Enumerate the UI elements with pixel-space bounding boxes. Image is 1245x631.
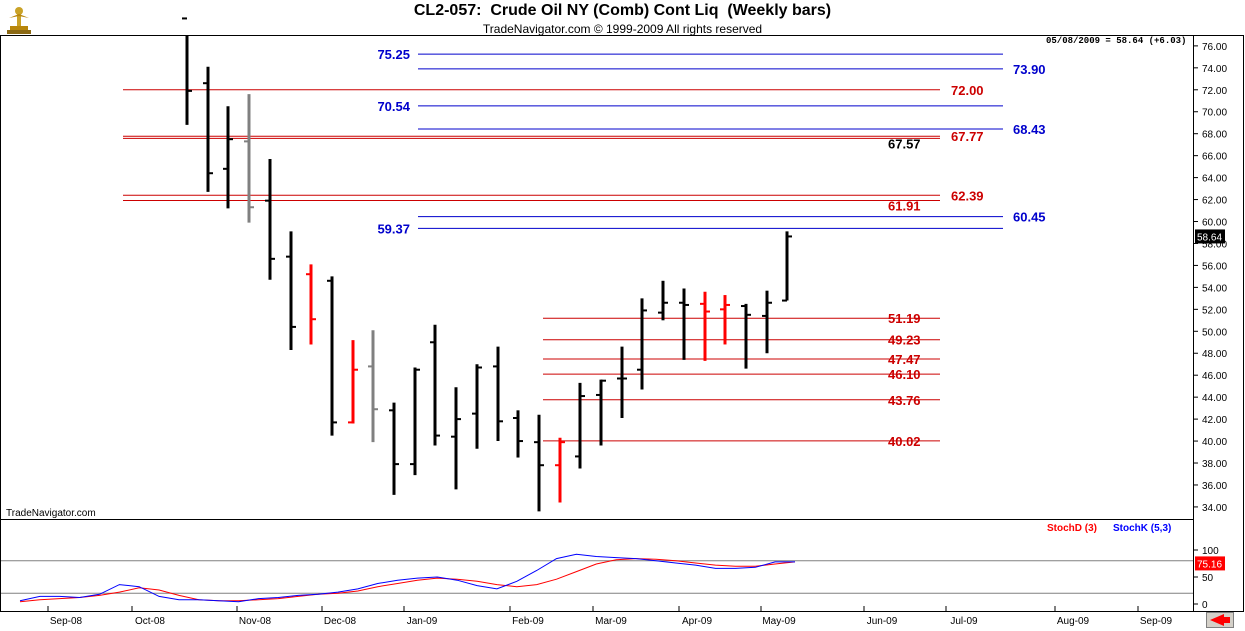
fib-label: 68.43: [1013, 122, 1046, 137]
last-price-label: 58.64: [1197, 232, 1222, 243]
fib-label: 67.77: [951, 129, 984, 144]
stoch-tick-label: 50: [1202, 573, 1214, 584]
y-tick-label: 34.00: [1202, 503, 1227, 514]
time-axis: Sep-08 Oct-08 Nov-08 Dec-08 Jan-09 Feb-09 Mar-…: [47, 606, 1173, 627]
watermark: TradeNavigator.com: [6, 508, 96, 519]
y-tick-label: 52.00: [1202, 305, 1227, 316]
stoch-value-tag: [1195, 556, 1225, 571]
y-tick-label: 42.00: [1202, 415, 1227, 426]
stoch-legend-label: StochK (5,3): [1113, 523, 1171, 534]
y-tick-label: 46.00: [1202, 371, 1227, 382]
fib-label: 62.39: [951, 188, 984, 203]
price-axis: 34.00 36.00 38.00 40.00 42.00 44.00 46.00 48.00…: [1193, 42, 1227, 514]
as-of-price: 05/08/2009 = 58.64 (+6.03): [1046, 36, 1187, 46]
tradenavigator-logo-icon: [7, 7, 31, 34]
fib-label: 49.23: [888, 333, 921, 348]
last-price-tag: [1195, 229, 1225, 244]
chart-frame: [0, 35, 1244, 612]
y-tick-label: 70.00: [1202, 108, 1227, 119]
fib-label: 75.25: [377, 47, 410, 62]
x-tick-label: Apr-09: [682, 616, 712, 627]
price-bars: [182, 17, 1225, 512]
fib-label: 40.02: [888, 434, 921, 449]
y-tick-label: 58.00: [1202, 239, 1227, 250]
stoch-legend-label: StochD (3): [1047, 523, 1097, 534]
stoch-series-line: [19, 558, 796, 603]
x-tick-label: Nov-08: [239, 616, 272, 627]
stoch-value-label: 75.16: [1197, 559, 1222, 570]
stochastic-panel: 0 50 100 StochD (3) StochK (5,3) 75.16: [1, 523, 1225, 611]
fib-label: 59.37: [377, 221, 410, 236]
y-tick-label: 48.00: [1202, 349, 1227, 360]
x-tick-label: Oct-08: [135, 616, 165, 627]
y-tick-label: 54.00: [1202, 283, 1227, 294]
x-tick-label: Jan-09: [407, 616, 438, 627]
x-tick-label: Jul-09: [950, 616, 978, 627]
x-tick-label: Sep-09: [1140, 616, 1173, 627]
y-tick-label: 40.00: [1202, 437, 1227, 448]
y-tick-label: 68.00: [1202, 130, 1227, 141]
scroll-right-arrow-icon[interactable]: [1206, 612, 1234, 628]
x-tick-label: Jun-09: [867, 616, 898, 627]
y-tick-label: 74.00: [1202, 64, 1227, 75]
y-tick-label: 76.00: [1202, 42, 1227, 53]
fib-label: 60.45: [1013, 210, 1046, 225]
fib-levels: 75.25 73.90 72.00 70.54 68.43 67.77 67.57 62.39…: [123, 47, 1046, 449]
stoch-series-line: [19, 553, 795, 603]
y-tick-label: 50.00: [1202, 327, 1227, 338]
y-tick-label: 56.00: [1202, 261, 1227, 272]
x-tick-label: Aug-09: [1057, 616, 1090, 627]
fib-label: 47.47: [888, 352, 921, 367]
y-tick-label: 66.00: [1202, 152, 1227, 163]
stoch-tick-label: 100: [1202, 546, 1219, 557]
y-tick-label: 44.00: [1202, 393, 1227, 404]
y-tick-label: 38.00: [1202, 459, 1227, 470]
fib-label: 72.00: [951, 83, 984, 98]
y-tick-label: 72.00: [1202, 86, 1227, 97]
fib-label: 70.54: [377, 99, 410, 114]
chart-title: CL2-057: Crude Oil NY (Comb) Cont Liq (W…: [413, 2, 832, 19]
y-tick-label: 64.00: [1202, 174, 1227, 185]
y-tick-label: 36.00: [1202, 481, 1227, 492]
y-tick-label: 62.00: [1202, 196, 1227, 207]
x-tick-label: Dec-08: [324, 616, 357, 627]
x-tick-label: May-09: [762, 616, 796, 627]
x-tick-label: Feb-09: [512, 616, 544, 627]
x-tick-label: Mar-09: [595, 616, 627, 627]
fib-label: 73.90: [1013, 62, 1046, 77]
fib-label: 43.76: [888, 393, 921, 408]
fib-label: 46.10: [888, 367, 921, 382]
copyright: TradeNavigator.com © 1999-2009 All right…: [482, 22, 763, 36]
fib-label: 51.19: [888, 311, 921, 326]
x-tick-label: Sep-08: [50, 616, 83, 627]
fib-label: 67.57: [888, 136, 921, 151]
y-tick-label: 60.00: [1202, 218, 1227, 229]
fib-label: 61.91: [888, 199, 921, 214]
stoch-tick-label: 0: [1202, 600, 1208, 611]
